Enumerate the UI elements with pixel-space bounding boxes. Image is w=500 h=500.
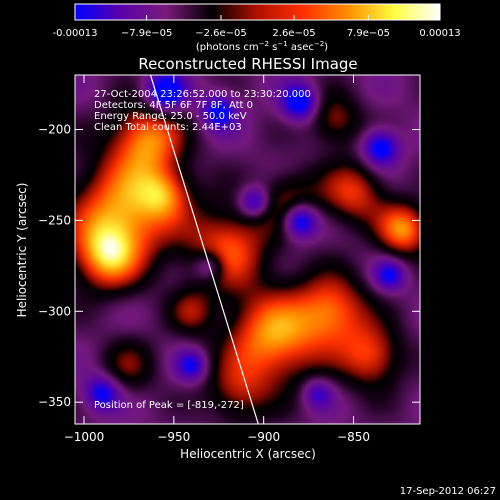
y-tick-label: −300 (38, 304, 71, 318)
plot-frame (74, 74, 421, 425)
y-tick-label: −200 (38, 123, 71, 137)
colorbar-unit-exp1: −2 (259, 40, 269, 48)
colorbar-unit-mid: s (269, 42, 277, 53)
colorbar-tick-label: 2.6e−05 (272, 28, 315, 39)
colorbar-tick-label: 7.9e−05 (347, 28, 390, 39)
colorbar-tick-label: −7.9e−05 (121, 28, 173, 39)
colorbar-unit-label: (photons cm−2 s−1 asec−2) (196, 40, 328, 53)
peak-position-label: Position of Peak = [-819,-272] (94, 400, 244, 411)
date-stamp: 17-Sep-2012 06:27 (400, 486, 496, 497)
colorbar-unit-mid2: asec (288, 42, 314, 53)
y-axis-ticks: −200 −250 −300 −350 (38, 123, 420, 409)
x-tick-label: −850 (337, 430, 370, 444)
x-axis-ticks: −1000 −950 −900 −850 (64, 75, 370, 444)
x-tick-label: −900 (247, 430, 280, 444)
x-tick-label: −1000 (64, 430, 105, 444)
annotation-detectors: Detectors: 4F 5F 6F 7F 8F, Att 0 (94, 100, 253, 111)
x-tick-label: −950 (157, 430, 190, 444)
y-tick-label: −350 (38, 395, 71, 409)
heatmap-image (75, 75, 420, 424)
chart-title: Reconstructed RHESSI Image (138, 55, 357, 73)
annotation-energy-range: Energy Range: 25.0 - 50.0 keV (94, 111, 247, 122)
annotation-clean-counts: Clean Total counts: 2.44E+03 (94, 122, 242, 133)
y-tick-label: −250 (38, 213, 71, 227)
colorbar-tick-label: -0.00013 (53, 28, 98, 39)
colorbar-ticks: -0.00013 −7.9e−05 −2.6e−05 2.6e−05 7.9e−05 0.… (53, 15, 461, 39)
colorbar-tick-label: −2.6e−05 (195, 28, 247, 39)
colorbar-unit-exp3: −2 (314, 40, 324, 48)
solar-limb-line (149, 75, 259, 424)
colorbar-unit-prefix: (photons cm (196, 42, 259, 53)
colorbar-unit-exp2: −1 (277, 40, 287, 48)
colorbar-unit-suffix: ) (324, 42, 328, 53)
y-axis-label: Heliocentric Y (arcsec) (15, 183, 29, 318)
annotation-time-range: 27-Oct-2004 23:26:52.000 to 23:30:20.000 (94, 89, 311, 100)
colorbar-tick-label: 0.00013 (419, 28, 460, 39)
colorbar (74, 3, 441, 21)
x-axis-label: Heliocentric X (arcsec) (180, 447, 316, 461)
